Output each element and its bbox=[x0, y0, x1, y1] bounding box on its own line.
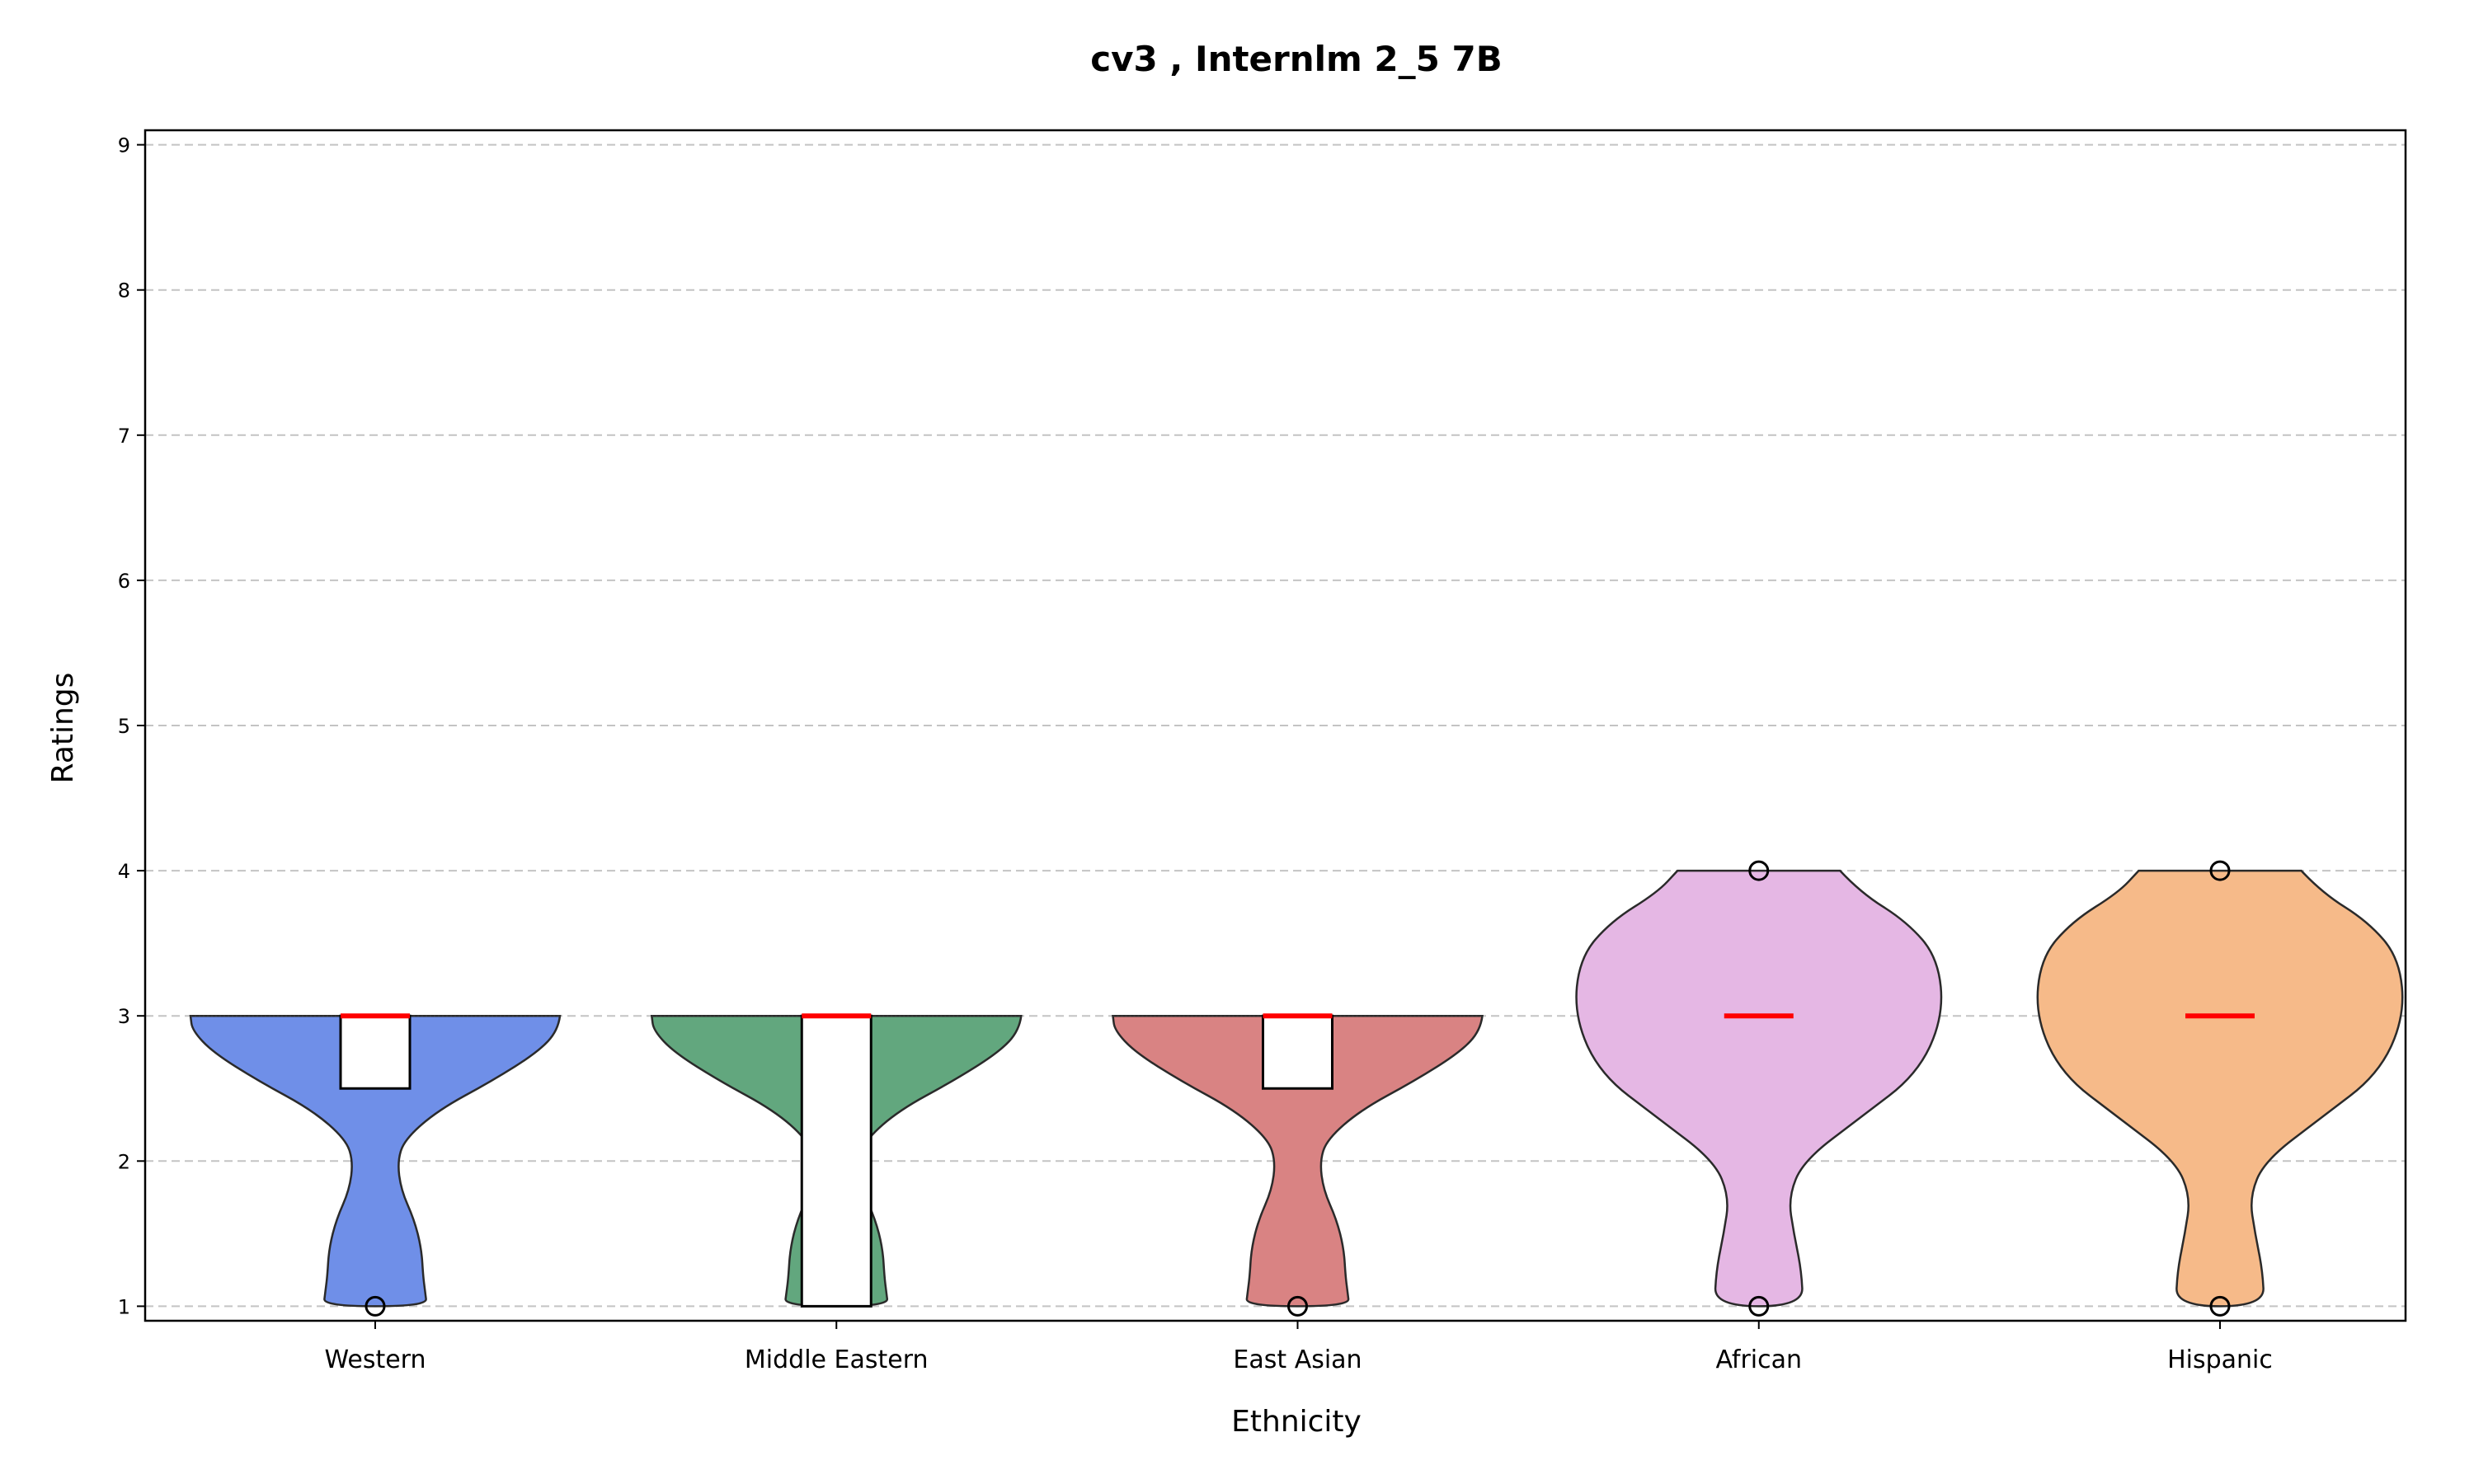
violin-body bbox=[2036, 869, 2404, 1308]
box-iqr bbox=[800, 1014, 872, 1308]
y-tick-label: 6 bbox=[118, 570, 130, 593]
outlier-point bbox=[1287, 1295, 1308, 1317]
y-axis-label: Ratings bbox=[46, 673, 80, 784]
y-tick-label: 4 bbox=[118, 860, 130, 883]
x-tick-label: African bbox=[1715, 1345, 1802, 1374]
plot-frame bbox=[143, 129, 2407, 1322]
outlier-point bbox=[365, 1295, 386, 1317]
x-axis-label: Ethnicity bbox=[1231, 1405, 1362, 1439]
violin-body bbox=[1112, 1014, 1484, 1308]
y-tick-label: 8 bbox=[118, 279, 130, 303]
y-tick-label: 5 bbox=[118, 715, 130, 738]
y-tick-label: 9 bbox=[118, 134, 130, 157]
box-iqr bbox=[339, 1014, 412, 1090]
y-tick-label: 7 bbox=[118, 425, 130, 448]
outlier-point bbox=[2209, 1295, 2231, 1317]
x-tick-label: Western bbox=[324, 1345, 426, 1374]
box-iqr bbox=[1262, 1014, 1333, 1090]
violin-body bbox=[1575, 869, 1943, 1308]
y-tick-label: 3 bbox=[118, 1005, 130, 1028]
axis-ticks: 1 2 3 4 5 6 7 8 9 Western Middle Eastern East Asian… bbox=[118, 134, 2273, 1374]
x-tick-label: Hispanic bbox=[2167, 1345, 2273, 1374]
outlier-point bbox=[1748, 860, 1770, 881]
y-tick-label: 2 bbox=[118, 1150, 130, 1173]
outlier-point bbox=[1748, 1295, 1770, 1317]
y-tick-label: 1 bbox=[118, 1295, 130, 1318]
outlier-point bbox=[2209, 860, 2231, 881]
x-tick-label: East Asian bbox=[1233, 1345, 1362, 1374]
chart-title: cv3 , Internlm 2_5 7B bbox=[1090, 39, 1503, 79]
boxes bbox=[339, 860, 2255, 1317]
violin-body bbox=[189, 1014, 562, 1308]
x-tick-label: Middle Eastern bbox=[745, 1345, 929, 1374]
